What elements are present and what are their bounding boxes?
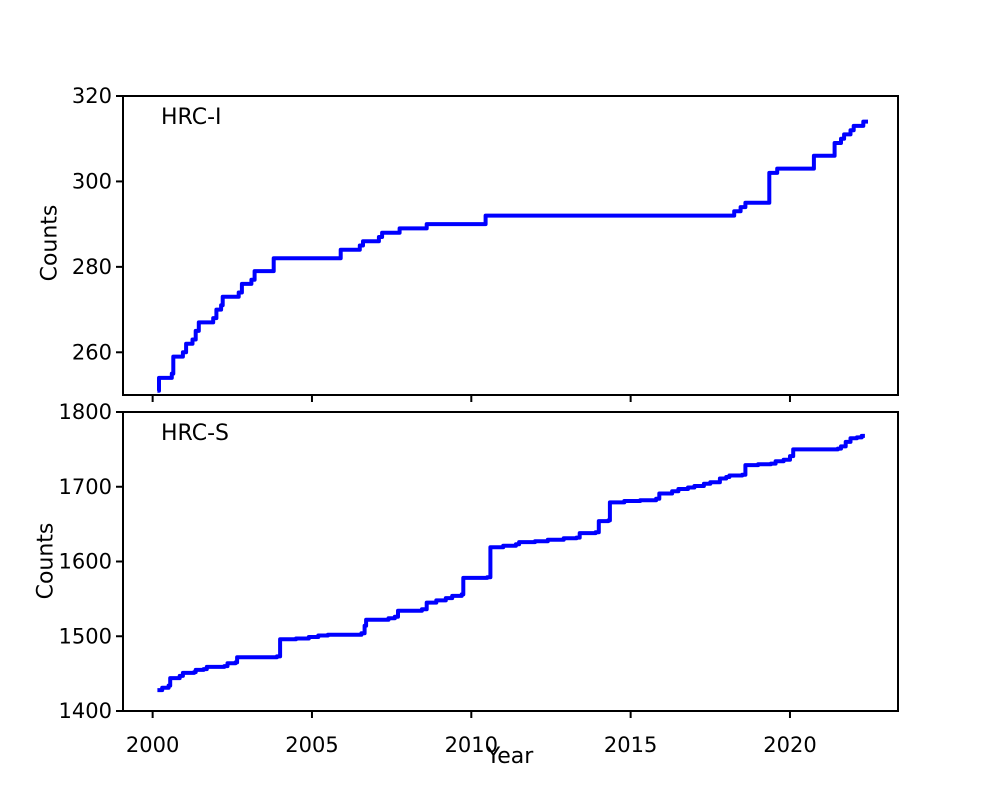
- y-tick-label-0: 280: [72, 255, 112, 279]
- panel-annotation-hrc-s: HRC-S: [161, 421, 229, 446]
- axes-frame-0: [122, 95, 899, 396]
- y-tick-label-0: 300: [72, 169, 112, 193]
- y-tick-label-0: 320: [72, 84, 112, 108]
- x-tick-label-1: 2000: [126, 733, 179, 757]
- y-tick-label-1: 1400: [59, 699, 112, 723]
- y-tick-label-1: 1600: [59, 550, 112, 574]
- axes-frame-1: [122, 411, 899, 712]
- y-tick-label-0: 260: [72, 340, 112, 364]
- y-tick-label-1: 1500: [59, 624, 112, 648]
- panel-annotation-hrc-i: HRC-I: [161, 105, 222, 130]
- y-tick-label-1: 1700: [59, 475, 112, 499]
- series-line-hrc-s: [157, 433, 865, 693]
- y-tick-label-1: 1800: [59, 400, 112, 424]
- y-axis-label-bottom: Counts: [33, 522, 59, 600]
- series-line-hrc-i: [157, 119, 868, 393]
- x-tick-label-1: 2015: [604, 733, 657, 757]
- x-tick-label-1: 2020: [763, 733, 816, 757]
- y-axis-label-top: Counts: [37, 204, 63, 282]
- x-tick-label-1: 2005: [285, 733, 338, 757]
- x-axis-label: Year: [486, 744, 534, 769]
- x-tick-label-1: 2010: [445, 733, 498, 757]
